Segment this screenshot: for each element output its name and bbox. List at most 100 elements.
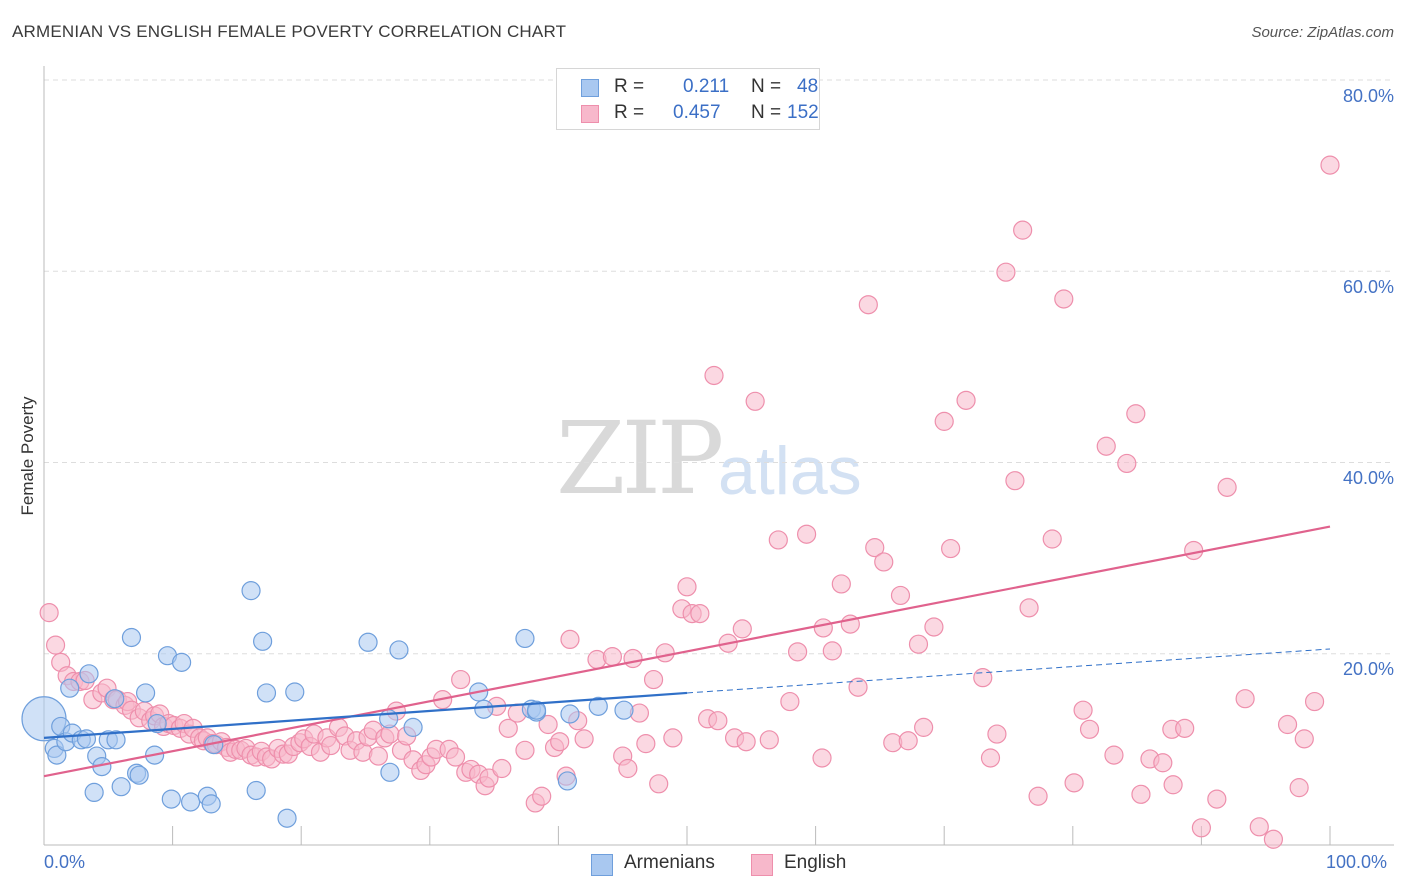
english-point	[663, 728, 683, 748]
armenian-point	[474, 699, 494, 719]
armenians-trend-extension	[686, 648, 1331, 694]
armenian-point	[111, 777, 131, 797]
english-point	[45, 635, 66, 655]
english-point	[813, 618, 833, 638]
armenians-swatch	[581, 79, 599, 97]
y-tick-40: 40.0%	[1342, 468, 1394, 488]
english-point	[1073, 700, 1093, 720]
english-point	[1131, 784, 1151, 804]
english-r-label: R =	[614, 102, 645, 123]
armenians-r-label: R =	[614, 76, 645, 97]
armenian-point	[201, 794, 221, 814]
english-point	[492, 758, 512, 779]
english-point	[874, 552, 894, 572]
english-point	[736, 732, 756, 752]
english-point	[1117, 453, 1137, 474]
english-point	[1079, 719, 1100, 739]
english-point	[745, 391, 765, 411]
armenian-point	[277, 808, 297, 828]
english-point	[987, 724, 1007, 744]
armenian-point	[403, 717, 423, 737]
english-point	[1153, 753, 1173, 773]
armenian-point	[256, 683, 277, 703]
armenian-point	[105, 689, 125, 709]
english-point	[1263, 829, 1284, 849]
english-point	[602, 647, 623, 667]
english-point	[368, 746, 388, 766]
armenian-point	[47, 745, 67, 765]
english-point	[623, 648, 643, 669]
armenian-point	[380, 762, 400, 782]
english-point	[934, 411, 954, 431]
chart-title: ARMENIAN VS ENGLISH FEMALE POVERTY CORRE…	[12, 22, 567, 41]
english-point	[532, 786, 552, 806]
english-point	[1019, 598, 1039, 618]
grid-lines	[44, 79, 1394, 655]
english-point	[1064, 773, 1084, 793]
armenian-point	[241, 581, 261, 601]
english-point	[574, 729, 594, 749]
armenian-point	[76, 729, 97, 749]
english-point	[445, 747, 466, 767]
armenian-point	[172, 652, 192, 672]
english-point	[1184, 540, 1204, 561]
english-swatch	[581, 105, 599, 123]
english-point	[822, 641, 842, 661]
english-point	[973, 668, 993, 688]
english-point	[908, 634, 929, 654]
english-point	[941, 538, 961, 559]
armenian-point	[181, 792, 201, 812]
english-point	[498, 718, 518, 738]
english-point	[831, 574, 851, 594]
english-point	[956, 390, 976, 410]
english-point	[890, 585, 911, 606]
english-point	[924, 617, 944, 637]
x-tick-100: 100.0%	[1326, 852, 1388, 872]
armenian-point	[60, 678, 80, 698]
armenians-trend-line	[43, 691, 688, 739]
y-tick-80: 80.0%	[1342, 86, 1394, 106]
english-point	[636, 734, 656, 754]
english-point	[1096, 436, 1116, 456]
english-point	[1289, 778, 1309, 798]
english-point	[618, 758, 638, 779]
armenian-point	[79, 664, 99, 684]
english-point	[1104, 745, 1124, 765]
armenian-point	[84, 782, 104, 803]
armenian-point	[147, 713, 167, 734]
armenian-point	[560, 704, 580, 724]
legend-english-swatch	[751, 854, 773, 876]
y-axis-label: Female Poverty	[18, 396, 37, 516]
english-point	[768, 530, 788, 550]
english-points	[39, 155, 1340, 849]
trend-lines	[43, 525, 1331, 778]
armenians-n-value: 48	[797, 76, 819, 97]
english-point	[39, 603, 59, 623]
english-point	[1304, 691, 1325, 712]
english-point	[980, 748, 1001, 768]
legend-armenians-swatch	[591, 854, 613, 876]
armenian-point	[588, 696, 608, 716]
english-point	[780, 691, 800, 712]
english-point	[1217, 477, 1237, 497]
armenian-point	[285, 682, 305, 702]
english-point	[451, 669, 471, 690]
armenian-point	[106, 730, 126, 750]
armenian-point	[253, 631, 273, 651]
english-point	[1013, 220, 1033, 240]
english-point	[787, 642, 808, 662]
legend-armenians-label: Armenians	[624, 852, 715, 873]
english-point	[858, 295, 878, 315]
english-point	[708, 711, 728, 731]
english-point	[1005, 471, 1025, 491]
armenian-point	[557, 771, 578, 791]
english-point	[898, 731, 918, 751]
english-point	[649, 774, 669, 794]
source-label: Source: ZipAtlas.com	[1251, 24, 1394, 41]
english-r-value: 0.457	[673, 102, 721, 123]
english-point	[1235, 689, 1255, 709]
english-point	[1320, 155, 1340, 175]
armenian-point	[515, 628, 535, 649]
y-tick-60: 60.0%	[1342, 277, 1394, 297]
english-point	[732, 619, 752, 639]
